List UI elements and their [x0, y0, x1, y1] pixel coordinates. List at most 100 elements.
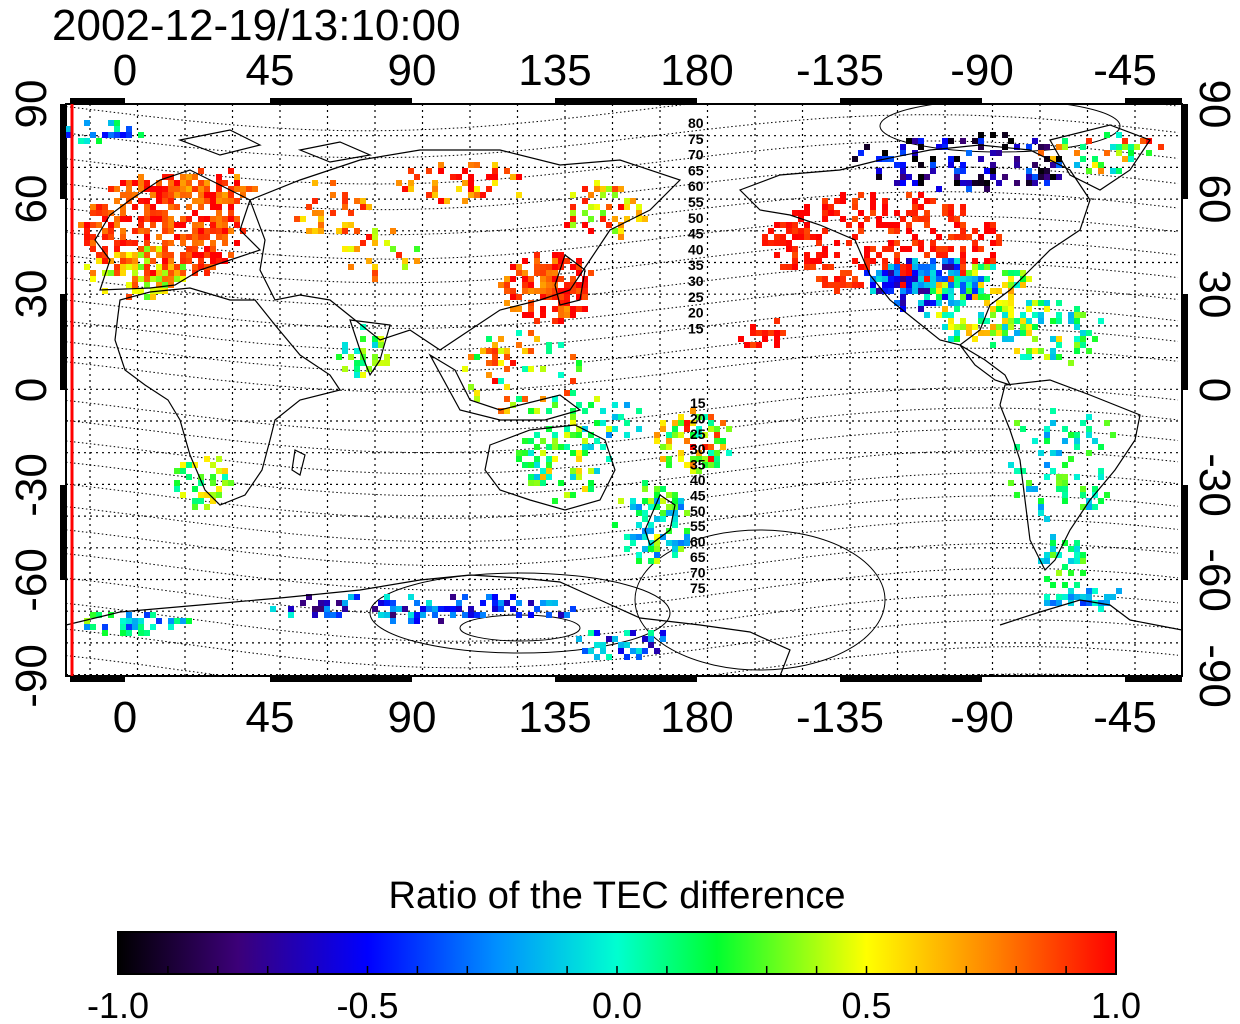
- tec-ratio-pixel: [150, 186, 156, 192]
- tec-ratio-pixel: [1026, 174, 1032, 180]
- tec-ratio-pixel: [210, 192, 216, 198]
- tec-ratio-pixel: [504, 384, 510, 390]
- tec-ratio-pixel: [984, 276, 990, 282]
- tec-ratio-pixel: [570, 414, 576, 420]
- contour-label-north: 20: [688, 305, 704, 321]
- contour-label-south: 45: [690, 487, 706, 503]
- tec-ratio-pixel: [570, 288, 576, 294]
- tec-ratio-pixel: [1038, 510, 1044, 516]
- tec-ratio-pixel: [360, 204, 366, 210]
- tec-ratio-pixel: [1104, 594, 1110, 600]
- tec-ratio-pixel: [648, 636, 654, 642]
- tec-ratio-pixel: [654, 492, 660, 498]
- tec-ratio-pixel: [156, 180, 162, 186]
- tec-ratio-pixel: [510, 306, 516, 312]
- tec-ratio-pixel: [684, 426, 690, 432]
- tec-ratio-pixel: [1104, 420, 1110, 426]
- tec-ratio-pixel: [138, 276, 144, 282]
- tec-ratio-pixel: [192, 504, 198, 510]
- tec-ratio-pixel: [168, 624, 174, 630]
- tec-ratio-pixel: [480, 192, 486, 198]
- tec-ratio-pixel: [1026, 306, 1032, 312]
- tec-ratio-pixel: [708, 444, 714, 450]
- tec-ratio-pixel: [1020, 270, 1026, 276]
- tec-ratio-pixel: [900, 294, 906, 300]
- tec-ratio-pixel: [186, 258, 192, 264]
- tec-ratio-pixel: [690, 420, 696, 426]
- tec-ratio-pixel: [834, 288, 840, 294]
- tec-ratio-pixel: [120, 204, 126, 210]
- tec-ratio-pixel: [144, 180, 150, 186]
- tec-ratio-pixel: [162, 228, 168, 234]
- tec-ratio-pixel: [222, 234, 228, 240]
- tec-ratio-pixel: [648, 528, 654, 534]
- tec-ratio-pixel: [942, 294, 948, 300]
- tec-ratio-pixel: [930, 228, 936, 234]
- tec-ratio-pixel: [876, 216, 882, 222]
- tec-ratio-pixel: [546, 456, 552, 462]
- tec-ratio-pixel: [1056, 594, 1062, 600]
- tec-ratio-pixel: [924, 252, 930, 258]
- tec-ratio-pixel: [546, 348, 552, 354]
- tec-ratio-pixel: [1092, 336, 1098, 342]
- tec-ratio-pixel: [546, 342, 552, 348]
- lon-tick-label-bottom: -135: [796, 693, 884, 742]
- tec-ratio-pixel: [1008, 312, 1014, 318]
- tec-ratio-pixel: [180, 492, 186, 498]
- tec-ratio-pixel: [1074, 312, 1080, 318]
- tec-ratio-pixel: [528, 300, 534, 306]
- tec-ratio-pixel: [594, 186, 600, 192]
- tec-ratio-pixel: [498, 336, 504, 342]
- tec-ratio-pixel: [102, 252, 108, 258]
- tec-ratio-pixel: [966, 282, 972, 288]
- tec-ratio-pixel: [528, 288, 534, 294]
- tec-ratio-pixel: [522, 270, 528, 276]
- tec-ratio-pixel: [570, 450, 576, 456]
- tec-ratio-pixel: [948, 258, 954, 264]
- tec-ratio-pixel: [900, 246, 906, 252]
- tec-ratio-pixel: [918, 144, 924, 150]
- tec-ratio-pixel: [912, 240, 918, 246]
- tec-ratio-pixel: [594, 468, 600, 474]
- tec-ratio-pixel: [132, 258, 138, 264]
- tec-ratio-pixel: [960, 288, 966, 294]
- tec-ratio-pixel: [582, 438, 588, 444]
- tec-ratio-pixel: [486, 360, 492, 366]
- tec-ratio-pixel: [1062, 138, 1068, 144]
- tec-ratio-pixel: [1074, 336, 1080, 342]
- tec-ratio-pixel: [150, 612, 156, 618]
- tec-ratio-pixel: [192, 252, 198, 258]
- tec-ratio-pixel: [318, 606, 324, 612]
- tec-ratio-pixel: [720, 438, 726, 444]
- tec-ratio-pixel: [162, 210, 168, 216]
- tec-ratio-pixel: [1098, 444, 1104, 450]
- lon-tick-label-top: 45: [246, 46, 295, 95]
- tec-ratio-pixel: [900, 306, 906, 312]
- tec-ratio-pixel: [954, 168, 960, 174]
- tec-ratio-pixel: [960, 294, 966, 300]
- tec-ratio-pixel: [438, 162, 444, 168]
- tec-ratio-pixel: [180, 618, 186, 624]
- tec-ratio-pixel: [1086, 138, 1092, 144]
- tec-ratio-pixel: [438, 618, 444, 624]
- tec-ratio-pixel: [1068, 546, 1074, 552]
- tec-ratio-pixel: [786, 228, 792, 234]
- tec-ratio-pixel: [84, 240, 90, 246]
- tec-ratio-pixel: [600, 642, 606, 648]
- tec-ratio-pixel: [192, 198, 198, 204]
- tec-ratio-pixel: [654, 534, 660, 540]
- tec-ratio-pixel: [174, 192, 180, 198]
- tec-ratio-pixel: [1098, 606, 1104, 612]
- frame-bar-left: [60, 485, 66, 580]
- tec-ratio-pixel: [948, 294, 954, 300]
- tec-ratio-pixel: [948, 204, 954, 210]
- tec-ratio-pixel: [852, 156, 858, 162]
- tec-ratio-pixel: [1080, 156, 1086, 162]
- tec-ratio-pixel: [528, 450, 534, 456]
- tec-ratio-pixel: [960, 228, 966, 234]
- tec-ratio-pixel: [102, 210, 108, 216]
- tec-ratio-pixel: [162, 222, 168, 228]
- tec-ratio-pixel: [114, 264, 120, 270]
- tec-ratio-pixel: [570, 390, 576, 396]
- tec-ratio-pixel: [918, 204, 924, 210]
